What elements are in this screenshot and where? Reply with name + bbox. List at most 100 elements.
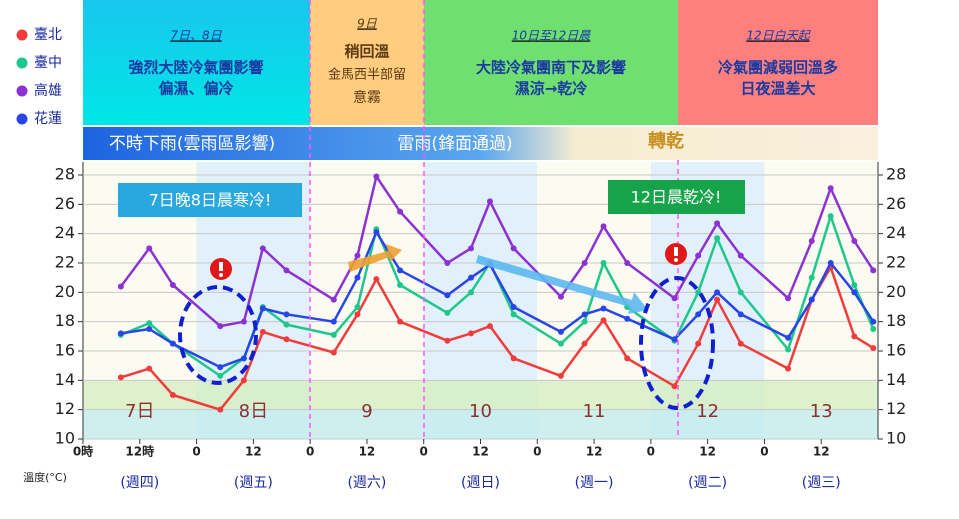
point — [851, 333, 858, 340]
highlight — [178, 285, 258, 385]
point — [468, 330, 475, 337]
x-tick-label: 0 — [647, 445, 655, 459]
point — [283, 267, 290, 274]
point — [240, 318, 247, 325]
banner-date: 9日 — [357, 17, 378, 31]
point — [169, 392, 176, 398]
point — [330, 349, 337, 356]
x-tick-label: 0 — [420, 445, 428, 459]
legend-label: 臺北 — [34, 27, 62, 43]
point — [240, 377, 247, 384]
point — [624, 355, 631, 362]
banner-bg — [83, 0, 310, 125]
highlight — [639, 276, 715, 410]
strip-text: 轉乾 — [648, 130, 684, 152]
point — [486, 198, 493, 205]
banner-text: 意霧 — [353, 89, 381, 106]
point — [486, 323, 493, 330]
point — [468, 289, 475, 296]
day-label: 7日 — [125, 401, 154, 422]
point — [695, 340, 702, 347]
point — [557, 293, 564, 300]
legend-marker — [16, 29, 28, 41]
y-tick-label: 22 — [886, 253, 906, 272]
point — [851, 289, 858, 296]
point — [870, 345, 877, 352]
y-tick-label: 26 — [55, 194, 75, 213]
day-label: 11 — [583, 401, 606, 422]
point — [259, 305, 266, 312]
alert-icon — [674, 247, 678, 256]
point — [510, 355, 517, 362]
y-tick-label: 28 — [55, 165, 75, 184]
band — [83, 380, 878, 410]
x-tick-label: 0 — [760, 445, 768, 459]
banner-bg — [678, 0, 878, 125]
point — [785, 365, 792, 372]
banner-text: 稍回溫 — [344, 43, 389, 61]
y-tick-label: 10 — [886, 429, 906, 448]
y-tick-label: 18 — [886, 311, 906, 330]
point — [581, 311, 588, 318]
legend-label: 臺中 — [34, 55, 62, 71]
x-tick-label: 12時 — [125, 444, 154, 459]
point — [373, 173, 380, 180]
y-tick-label: 10 — [55, 429, 75, 448]
point — [444, 337, 451, 344]
day-label: 13 — [810, 401, 833, 422]
weekday-label: (週日) — [461, 475, 500, 491]
x-tick-label: 0 — [533, 445, 541, 459]
arrow — [476, 255, 648, 314]
point — [240, 355, 247, 362]
point — [146, 245, 153, 252]
point — [444, 309, 451, 316]
strip-text: 雷雨(鋒面通過) — [397, 134, 512, 154]
point — [737, 311, 744, 318]
point — [737, 252, 744, 259]
weekday-label: (週五) — [234, 475, 273, 491]
point — [600, 305, 607, 312]
point — [600, 223, 607, 230]
x-tick-label: 12 — [699, 445, 716, 459]
banner-text: 強烈大陸冷氣團影響 — [128, 59, 263, 77]
point — [510, 304, 517, 310]
point — [581, 260, 588, 266]
point — [146, 326, 153, 332]
day-label: 8日 — [239, 401, 268, 422]
annotation: 7日晚8日晨寒冷! — [149, 191, 272, 210]
legend-marker — [16, 113, 28, 125]
point — [217, 323, 224, 330]
point — [600, 317, 607, 324]
alert-icon — [674, 258, 678, 262]
band — [83, 410, 878, 439]
point — [169, 340, 176, 347]
point — [259, 245, 266, 252]
annotation-box — [608, 180, 745, 214]
point — [283, 321, 290, 328]
banner-text: 冷氣團減弱回溫多 — [718, 59, 838, 77]
y-axis-label: 溫度(°C) — [23, 470, 67, 484]
point — [671, 383, 678, 390]
point — [695, 311, 702, 318]
point — [510, 245, 517, 252]
point — [581, 318, 588, 325]
point — [695, 252, 702, 259]
point — [808, 296, 815, 303]
point — [737, 340, 744, 347]
y-tick-label: 14 — [55, 370, 75, 389]
point — [714, 235, 721, 242]
point — [354, 274, 361, 281]
alert-icon — [219, 262, 223, 271]
point — [714, 220, 721, 227]
day-label: 12 — [696, 401, 719, 422]
point — [785, 346, 792, 353]
banner-date: 10日至12日晨 — [512, 29, 592, 43]
weekday-label: (週二) — [688, 475, 727, 491]
legend-marker — [16, 57, 28, 69]
point — [581, 340, 588, 347]
point — [671, 295, 678, 302]
weekday-label: (週三) — [802, 475, 841, 491]
point — [117, 283, 124, 290]
banner-date: 7日、8日 — [170, 29, 222, 43]
point — [217, 364, 224, 371]
